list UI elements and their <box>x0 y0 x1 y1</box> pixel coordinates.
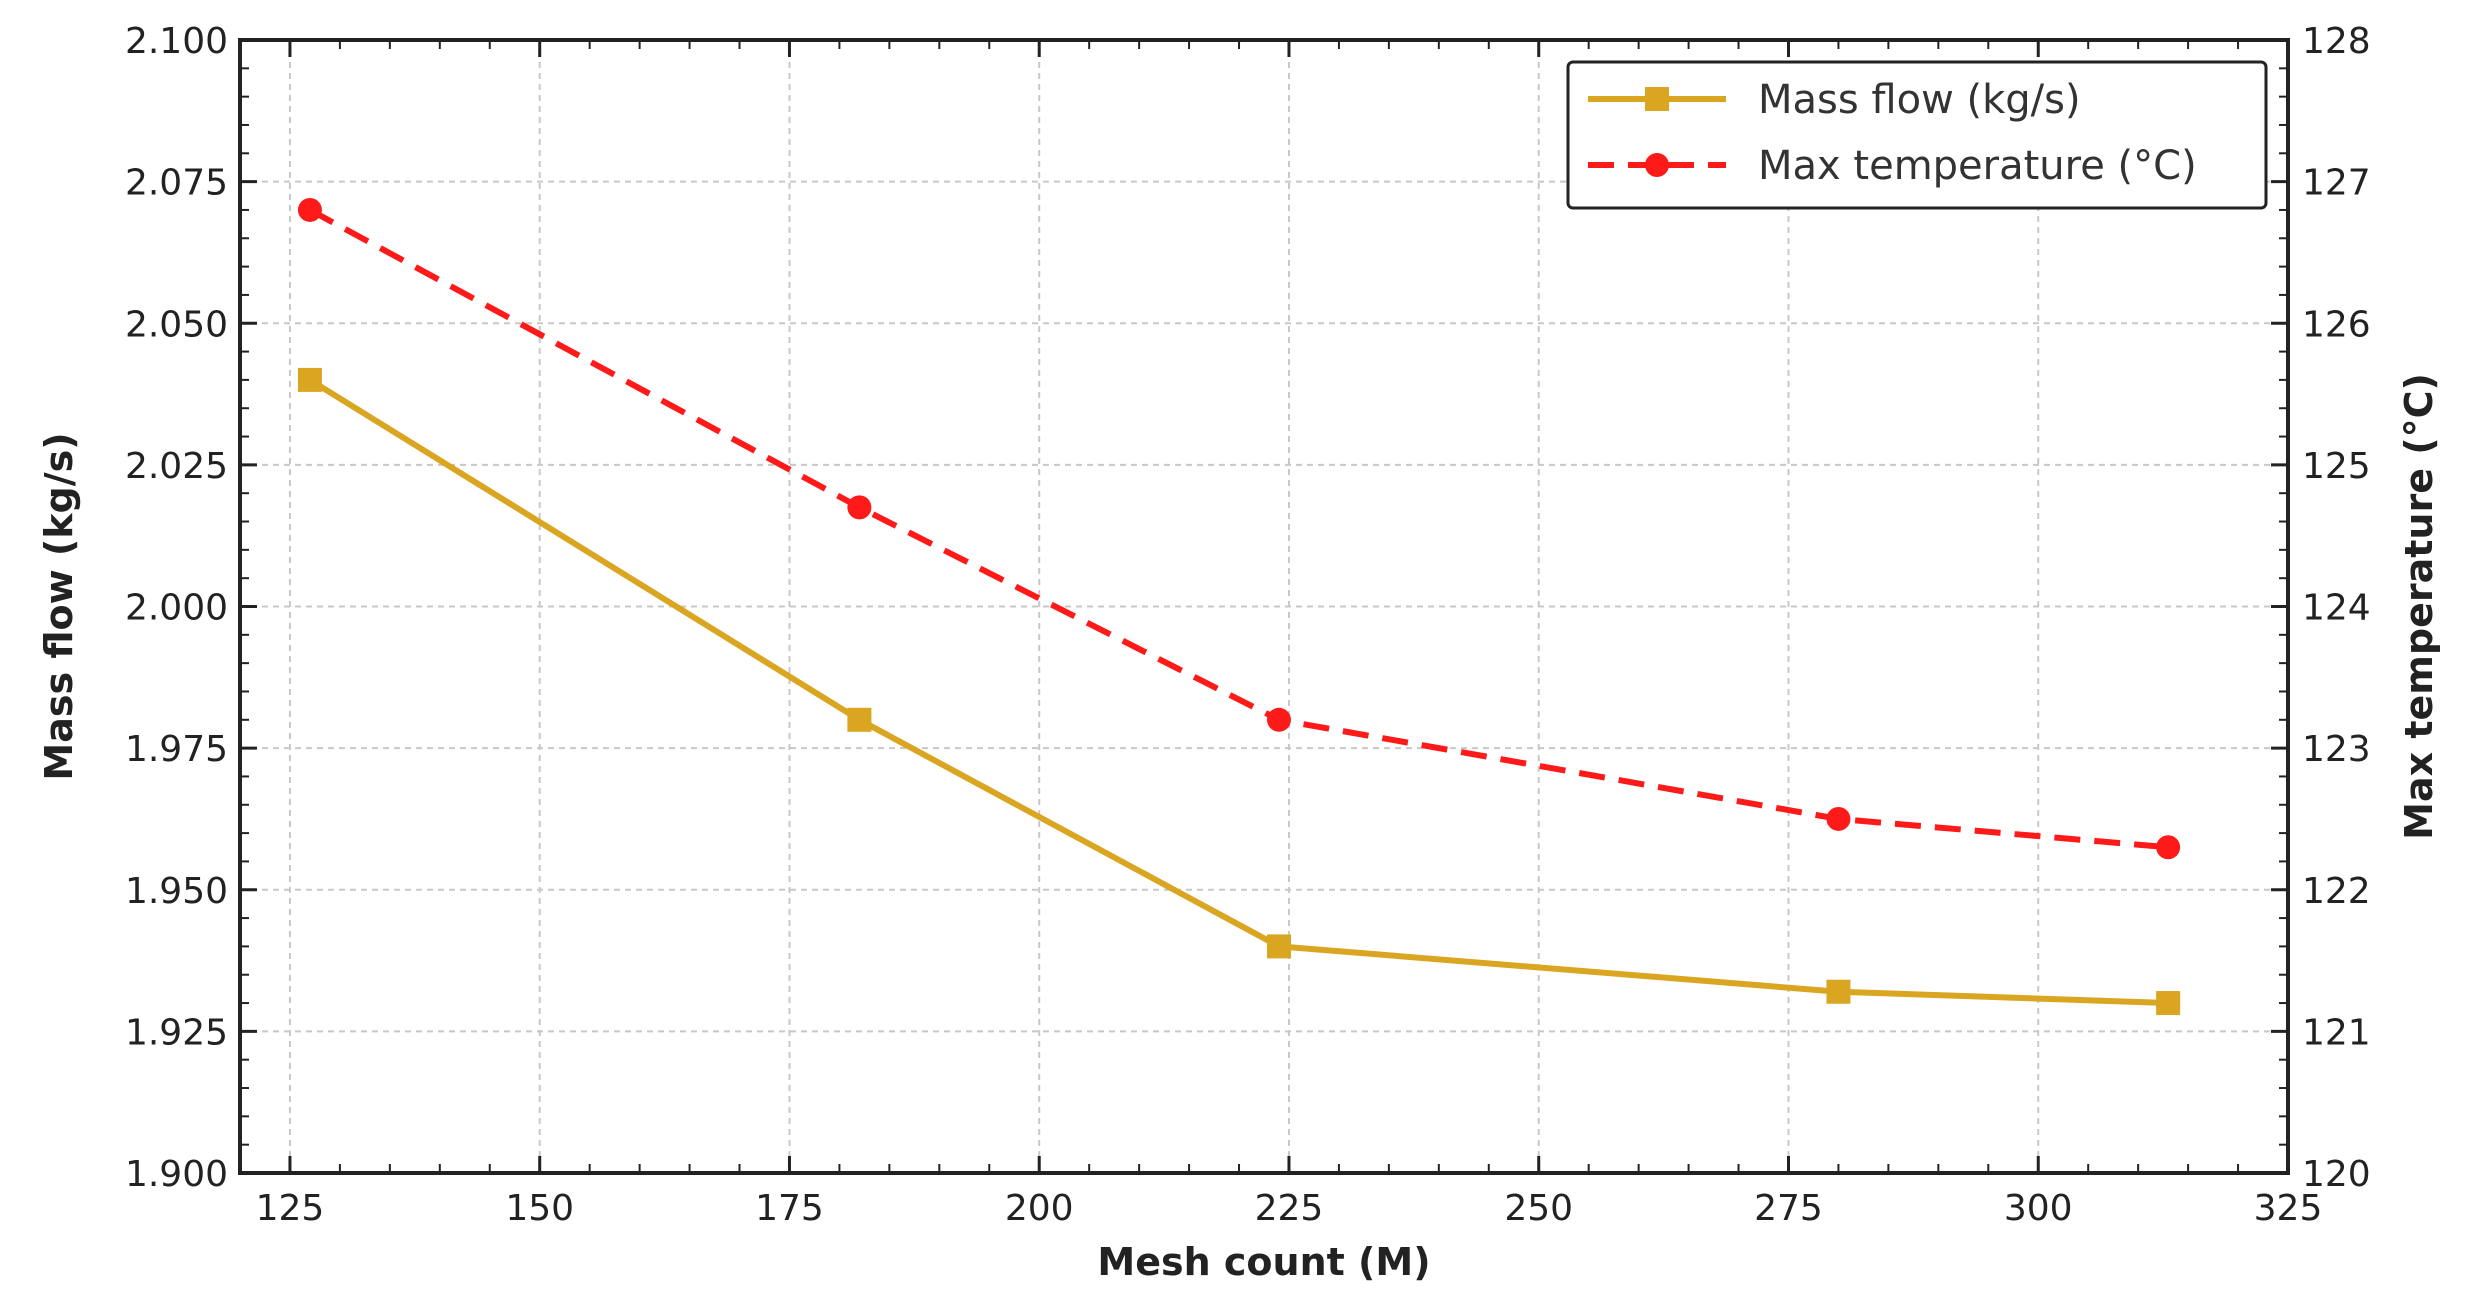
y-tick-label: 2.000 <box>125 588 228 629</box>
x-tick-label: 275 <box>1754 1188 1823 1229</box>
data-point-mass-flow <box>2156 991 2181 1016</box>
y2-tick-label: 128 <box>2302 21 2371 62</box>
y2-tick-label: 121 <box>2302 1012 2371 1053</box>
x-tick-label: 300 <box>2004 1188 2073 1229</box>
tick-labels: 125 150 175 200 225 250 275 300 325 1.900 1.925 1.9… <box>125 21 2371 1229</box>
data-point-max-temperature <box>1826 806 1851 831</box>
y2-tick-label: 127 <box>2302 163 2371 204</box>
x-tick-label: 150 <box>505 1188 574 1229</box>
y-tick-label: 1.925 <box>125 1012 228 1053</box>
y2-tick-label: 123 <box>2302 729 2371 770</box>
x-tick-label: 175 <box>755 1188 824 1229</box>
data-point-max-temperature <box>1266 707 1291 732</box>
plot-frame <box>238 38 2290 1175</box>
x-tick-label: 225 <box>1255 1188 1324 1229</box>
x-tick-label: 125 <box>256 1188 325 1229</box>
data-point-mass-flow <box>297 367 322 392</box>
y2-tick-label: 125 <box>2302 446 2371 487</box>
y-tick-label: 2.075 <box>125 163 228 204</box>
data-point-max-temperature <box>2156 835 2181 860</box>
y-tick-label: 1.900 <box>125 1154 228 1195</box>
data-point-mass-flow <box>1266 934 1291 959</box>
series-line-mass-flow <box>308 377 2169 1007</box>
y2-tick-label: 126 <box>2302 304 2371 345</box>
series-layer <box>297 197 2181 1016</box>
data-point-mass-flow <box>1826 979 1851 1004</box>
legend-box <box>1566 60 2268 210</box>
y-tick-label: 1.950 <box>125 871 228 912</box>
y-tick-label: 2.100 <box>125 21 228 62</box>
legend-marker-mass-flow <box>1645 87 1669 111</box>
grid <box>240 40 2288 1173</box>
y2-tick-label: 120 <box>2302 1154 2371 1195</box>
y2-tick-label: 122 <box>2302 871 2371 912</box>
legend-label-max-temperature: Max temperature (°C) <box>1758 143 2197 189</box>
y-tick-label: 2.025 <box>125 446 228 487</box>
legend-label-mass-flow: Mass flow (kg/s) <box>1758 77 2081 123</box>
y2-axis-title: Max temperature (°C) <box>2397 373 2441 840</box>
data-point-max-temperature <box>847 495 872 520</box>
data-point-mass-flow <box>847 707 872 732</box>
x-tick-label: 200 <box>1005 1188 1074 1229</box>
data-point-max-temperature <box>297 197 322 222</box>
x-axis-title: Mesh count (M) <box>1097 1240 1430 1284</box>
y2-tick-label: 124 <box>2302 588 2371 629</box>
y-tick-label: 1.975 <box>125 729 228 770</box>
series-line-max-temperature <box>308 207 2169 851</box>
legend-marker-max-temperature <box>1645 153 1669 177</box>
x-tick-label: 250 <box>1504 1188 1573 1229</box>
y-axis-title: Mass flow (kg/s) <box>37 432 81 780</box>
y-tick-label: 2.050 <box>125 304 228 345</box>
x-tick-label: 325 <box>2254 1188 2323 1229</box>
legend: Mass flow (kg/s) Max temperature (°C) <box>1566 60 2268 210</box>
